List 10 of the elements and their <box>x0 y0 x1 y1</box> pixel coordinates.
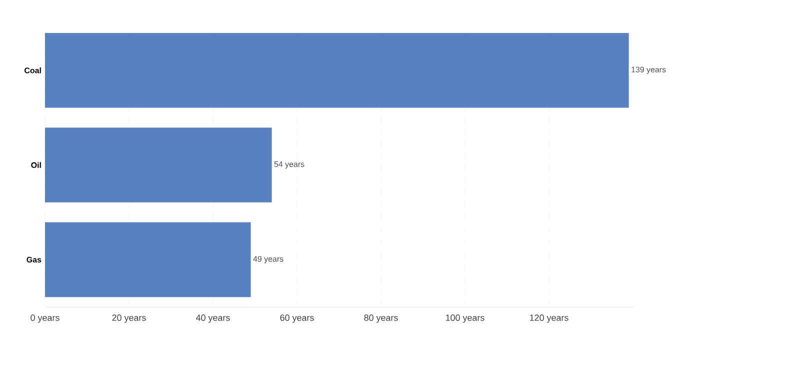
x-tick-label: 40 years <box>196 314 230 323</box>
bar <box>45 128 272 202</box>
bar <box>45 222 251 298</box>
x-tick-label: 0 years <box>30 314 60 323</box>
x-tick-label: 80 years <box>364 314 398 323</box>
x-tick-label: 60 years <box>280 314 314 323</box>
x-tick-label: 100 years <box>446 314 484 323</box>
x-tick-label: 120 years <box>530 314 568 323</box>
x-tick-label: 20 years <box>112 314 146 323</box>
bar <box>45 32 629 108</box>
